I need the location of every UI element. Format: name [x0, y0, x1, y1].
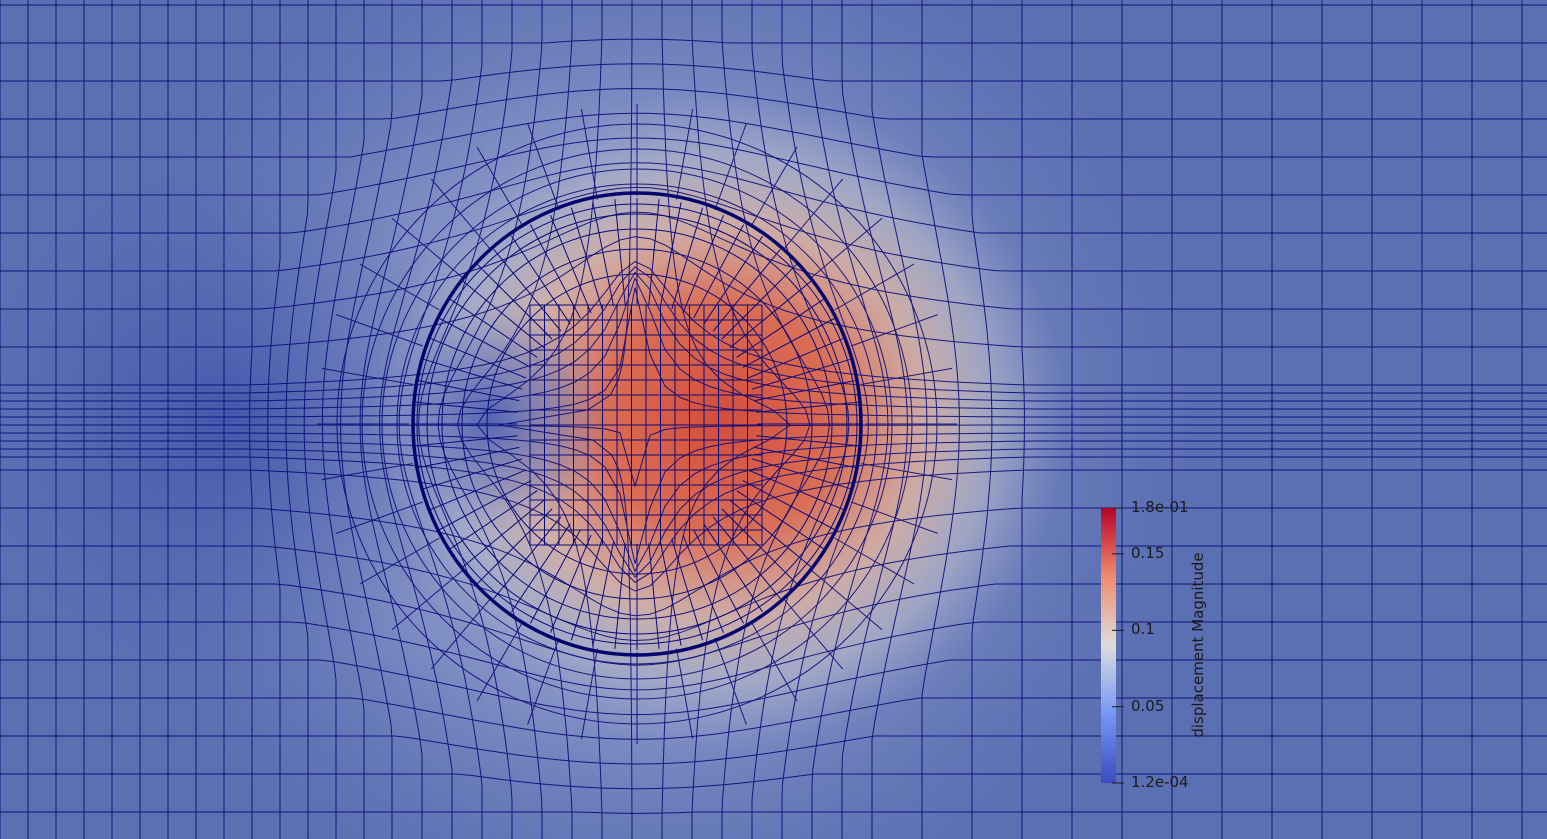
colorbar-title: displacement Magnitude — [1189, 552, 1207, 738]
colorbar-tick-label: 0.05 — [1131, 696, 1165, 715]
colorbar-tick-label: 1.8e-01 — [1131, 498, 1189, 516]
colorbar — [1101, 508, 1116, 783]
colorbar-tick-label: 1.2e-04 — [1131, 773, 1189, 791]
inclusion-boundary — [411, 191, 863, 657]
colorbar-tick-label: 0.15 — [1131, 543, 1165, 562]
colorbar-tick-label: 0.1 — [1131, 620, 1155, 639]
inclusion-mesh — [411, 198, 863, 650]
